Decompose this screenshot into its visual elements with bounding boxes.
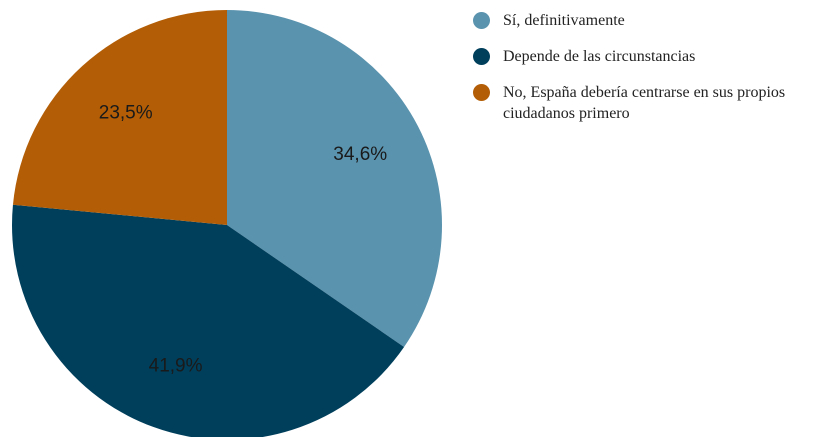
legend-label: Depende de las circunstancias	[503, 48, 696, 65]
legend: Sí, definitivamente Depende de las circun…	[470, 10, 836, 139]
pie-slice	[12, 10, 227, 225]
legend-swatch	[473, 12, 490, 29]
legend-label: Sí, definitivamente	[503, 12, 625, 29]
pie-slice	[227, 10, 442, 347]
legend-item: Depende de las circunstancias	[470, 46, 836, 67]
legend-swatch	[473, 48, 490, 65]
legend-label: No, España debería centrarse en sus prop…	[503, 84, 786, 122]
slice-label: 23,5%	[99, 103, 153, 124]
slice-label: 41,9%	[149, 355, 203, 376]
legend-item: No, España debería centrarse en sus prop…	[470, 82, 836, 124]
pie-slice	[12, 204, 405, 437]
legend-item: Sí, definitivamente	[470, 10, 836, 31]
legend-swatch	[473, 84, 490, 101]
slice-label: 34,6%	[333, 144, 387, 165]
pie-area: 34,6% 41,9% 23,5%	[12, 10, 442, 437]
